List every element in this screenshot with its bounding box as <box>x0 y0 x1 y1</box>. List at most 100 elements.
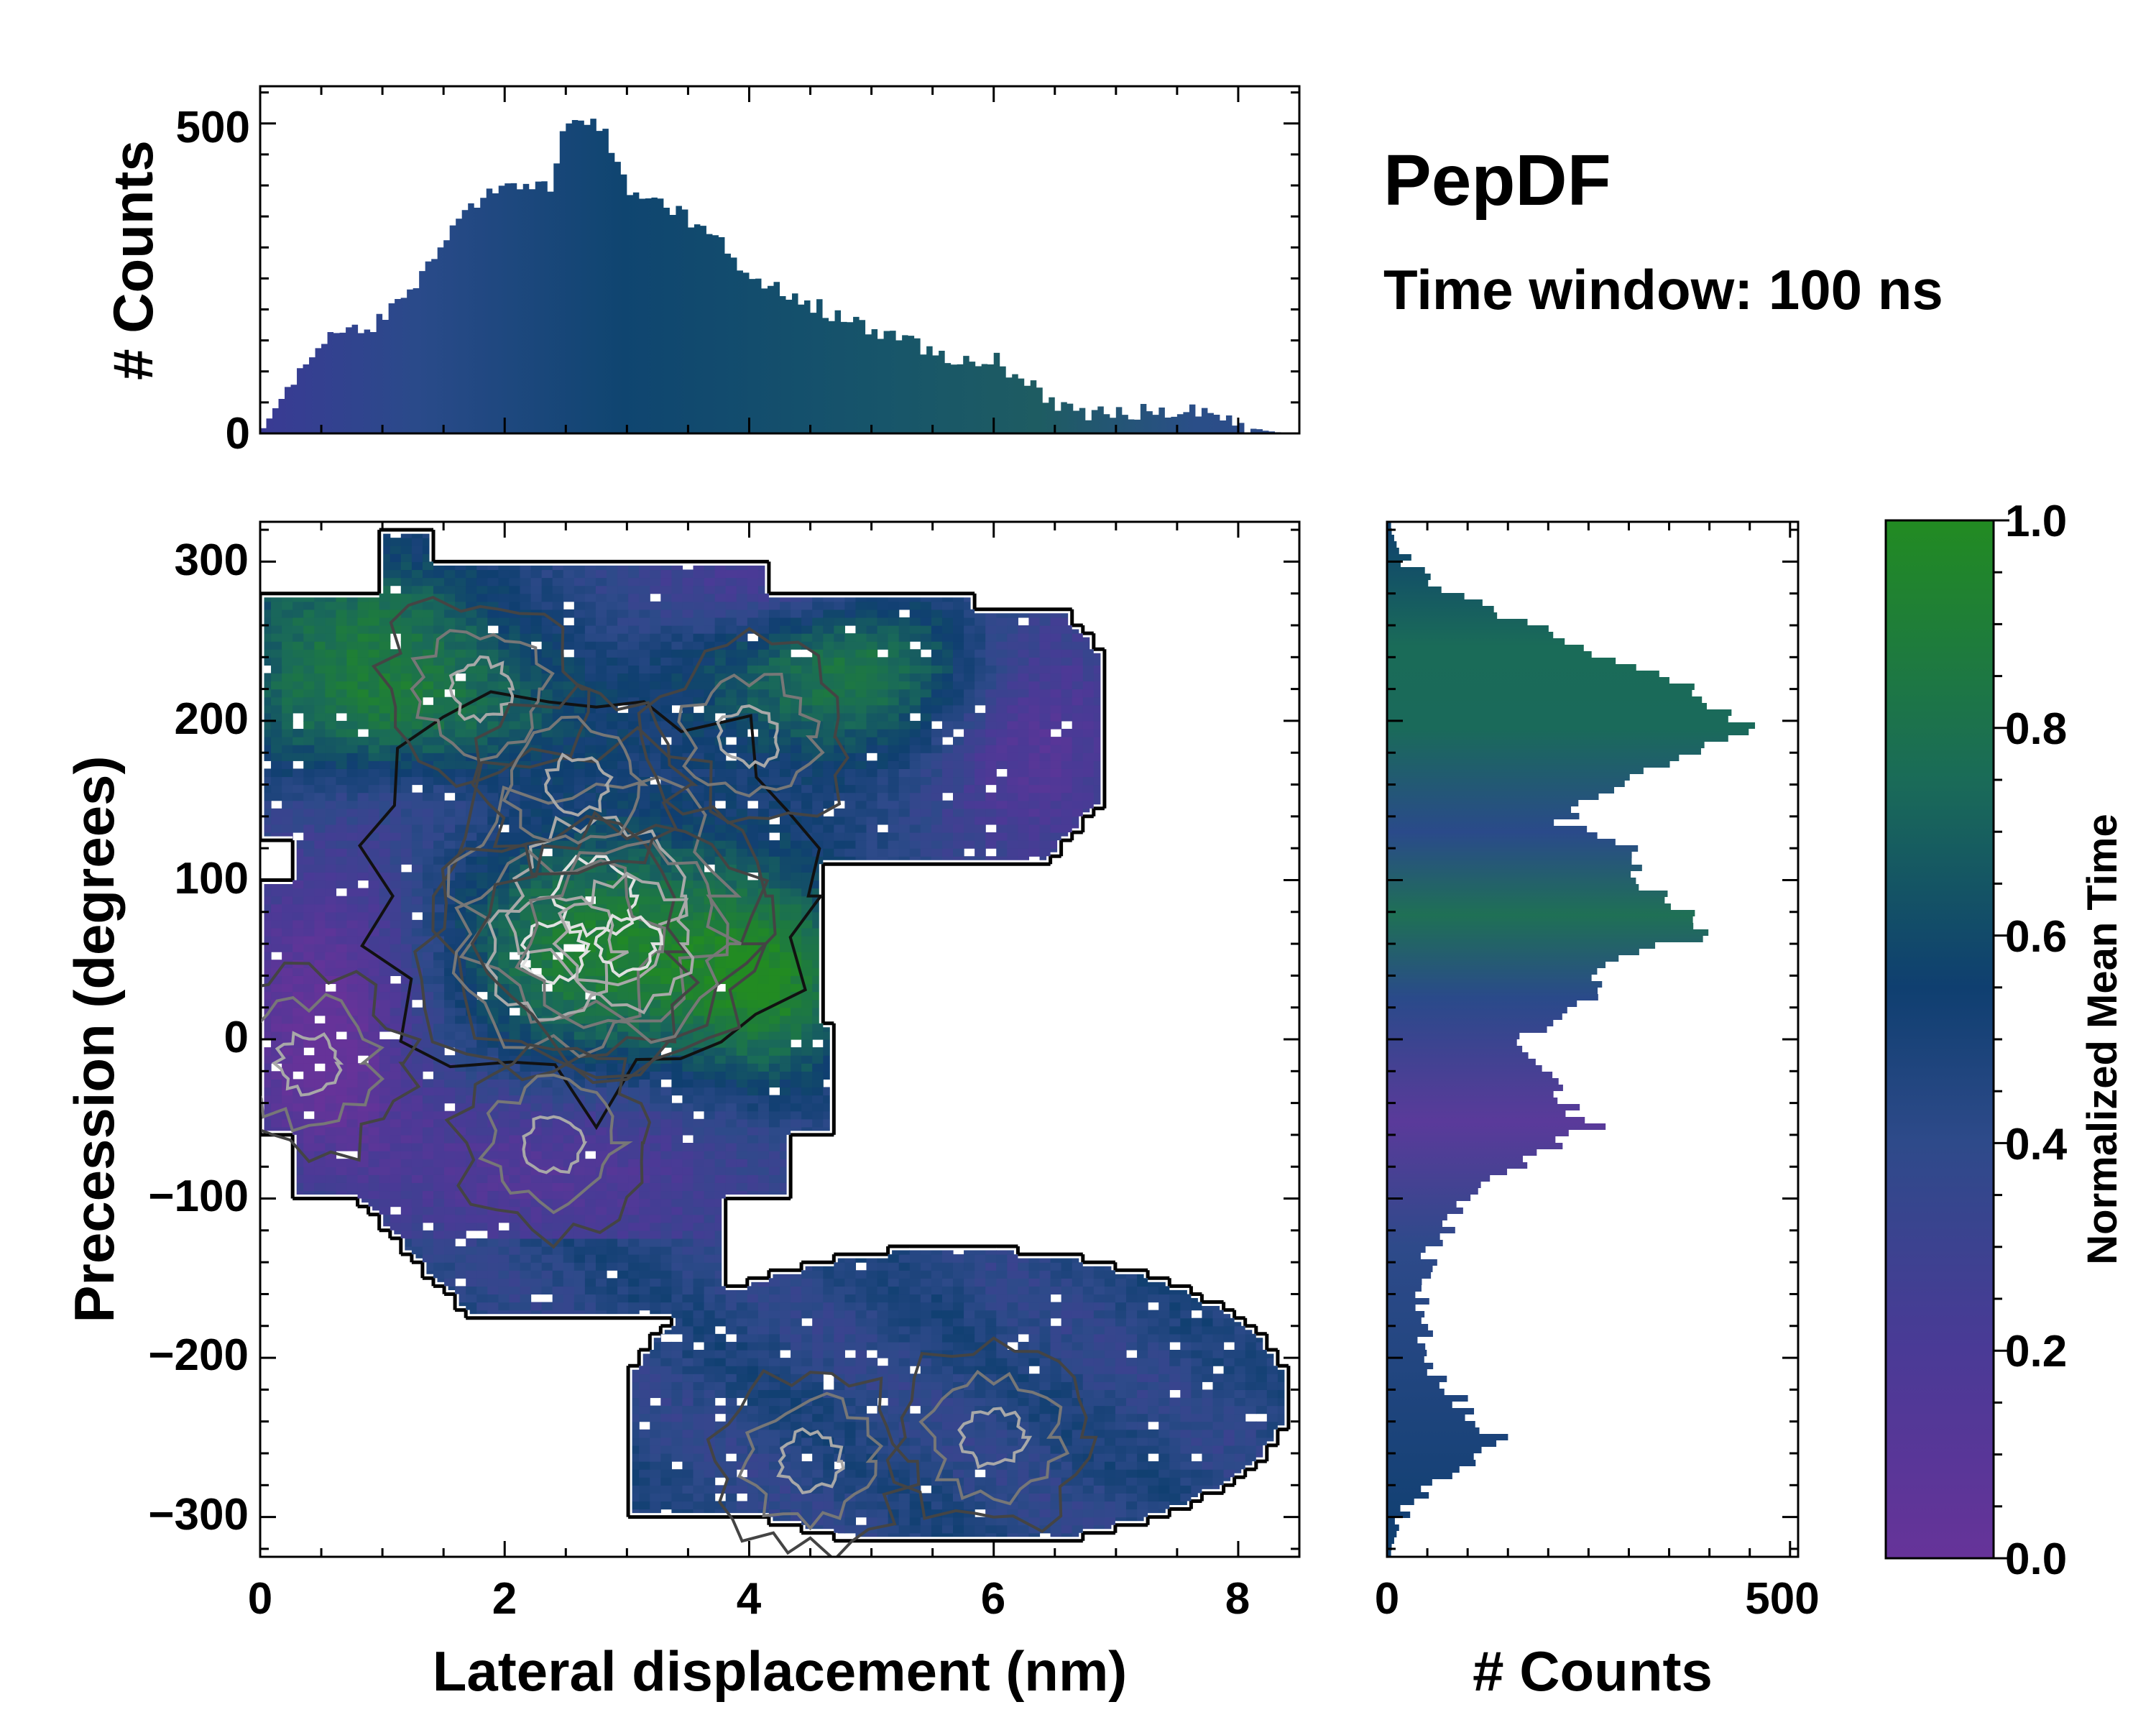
heatmap-cell <box>650 1206 661 1215</box>
heatmap-cell <box>1245 1421 1257 1430</box>
heatmap-cell <box>671 944 683 952</box>
heatmap-cell <box>768 1413 780 1422</box>
heatmap-cell <box>487 1302 499 1311</box>
heatmap-cell <box>444 1190 456 1200</box>
heatmap-cell <box>682 1206 694 1215</box>
heatmap-cell <box>671 1358 683 1366</box>
heatmap-cell <box>660 999 672 1008</box>
heatmap-cell <box>757 1126 770 1136</box>
heatmap-cell <box>660 1087 672 1096</box>
heatmap-cell <box>639 1182 650 1192</box>
heatmap-cell <box>1104 1366 1116 1374</box>
heatmap-cell <box>888 1358 900 1366</box>
heatmap-cell <box>866 1389 878 1399</box>
heatmap-cell <box>444 1007 456 1016</box>
heatmap-cell <box>357 792 369 801</box>
heatmap-cell <box>595 1015 607 1024</box>
heatmap-cell <box>834 1485 845 1494</box>
heatmap-cell <box>1223 1397 1235 1407</box>
heatmap-cell <box>639 911 650 921</box>
heatmap-cell <box>1234 1381 1246 1390</box>
heatmap-cell <box>303 1023 315 1032</box>
heatmap-cell <box>780 1302 791 1311</box>
heatmap-cell <box>455 1270 466 1279</box>
heatmap-cell <box>714 1437 727 1446</box>
heatmap-cell <box>368 1159 380 1167</box>
heatmap-cell <box>563 1294 575 1303</box>
heatmap-cell <box>260 1023 272 1032</box>
heatmap-cell <box>433 1254 445 1263</box>
heatmap-cell <box>660 960 672 968</box>
heatmap-cell <box>1137 1341 1148 1351</box>
heatmap-cell <box>975 1524 986 1534</box>
heatmap-cell <box>768 1429 780 1438</box>
heatmap-cell <box>411 1167 423 1175</box>
heatmap-cell <box>941 1294 954 1303</box>
heatmap-cell <box>336 1007 348 1016</box>
heatmap-cell <box>1202 1350 1214 1358</box>
heatmap-cell <box>628 1294 640 1303</box>
heatmap-cell <box>584 1143 596 1151</box>
heatmap-cell <box>509 1190 521 1200</box>
heatmap-cell <box>736 1358 748 1366</box>
heatmap-cell <box>1148 1278 1159 1287</box>
heatmap-cell <box>736 960 748 968</box>
heatmap-cell <box>487 1278 499 1287</box>
heatmap-cell <box>325 1095 337 1104</box>
heatmap-cell <box>1180 1453 1192 1462</box>
heatmap-cell <box>941 1286 954 1295</box>
heatmap-cell <box>628 800 640 809</box>
heatmap-cell <box>325 1087 337 1096</box>
heatmap-cell <box>909 1469 921 1478</box>
heatmap-cell <box>801 800 813 809</box>
heatmap-cell <box>1137 1397 1148 1407</box>
heatmap-cell <box>336 1134 348 1144</box>
heatmap-cell <box>628 999 640 1008</box>
heatmap-cell <box>791 856 802 865</box>
heatmap-cell <box>725 856 737 865</box>
heatmap-cell <box>650 848 661 857</box>
heatmap-cell <box>584 1278 596 1287</box>
heatmap-cell <box>455 824 466 833</box>
heatmap-cell <box>455 1262 466 1271</box>
heatmap-cell <box>996 1358 1008 1366</box>
heatmap-cell <box>336 832 348 841</box>
heatmap-cell <box>1018 1262 1030 1271</box>
heatmap-cell <box>736 944 748 952</box>
heatmap-cell <box>1104 1389 1116 1399</box>
heatmap-cell <box>520 1118 532 1128</box>
heatmap-cell <box>530 1151 543 1159</box>
heatmap-cell <box>747 1039 759 1048</box>
heatmap-cell <box>1126 1310 1138 1319</box>
heatmap-cell <box>1115 1294 1127 1303</box>
heatmap-cell <box>693 1270 705 1279</box>
heatmap-cell <box>563 1190 575 1200</box>
heatmap-cell <box>975 1262 986 1271</box>
heatmap-cell <box>953 1469 964 1478</box>
heatmap-cell <box>595 1023 607 1032</box>
heatmap-cell <box>1202 1421 1214 1430</box>
heatmap-cell <box>1039 1477 1051 1486</box>
heatmap-cell <box>1137 1501 1148 1510</box>
heatmap-cell <box>888 1294 900 1303</box>
heatmap-cell <box>411 1214 423 1223</box>
heatmap-cell <box>693 1453 705 1462</box>
heatmap-cell <box>368 840 380 849</box>
heatmap-cell <box>693 944 705 952</box>
heatmap-cell <box>920 1501 932 1510</box>
heatmap-cell <box>823 1461 834 1470</box>
heatmap-cell <box>1158 1286 1170 1295</box>
heatmap-cell <box>671 1159 683 1167</box>
heatmap-cell <box>1039 1485 1051 1494</box>
heatmap-cell <box>617 1190 629 1200</box>
heatmap-cell <box>357 1079 369 1088</box>
heatmap-cell <box>390 1039 402 1048</box>
heatmap-cell <box>780 991 791 1000</box>
heatmap-cell <box>660 1493 672 1502</box>
heatmap-cell <box>650 1238 661 1247</box>
heatmap-cell <box>1028 800 1041 809</box>
heatmap-cell <box>444 991 456 1000</box>
heatmap-cell <box>444 975 456 985</box>
heatmap-cell <box>1169 1405 1181 1414</box>
heatmap-cell <box>466 864 477 873</box>
